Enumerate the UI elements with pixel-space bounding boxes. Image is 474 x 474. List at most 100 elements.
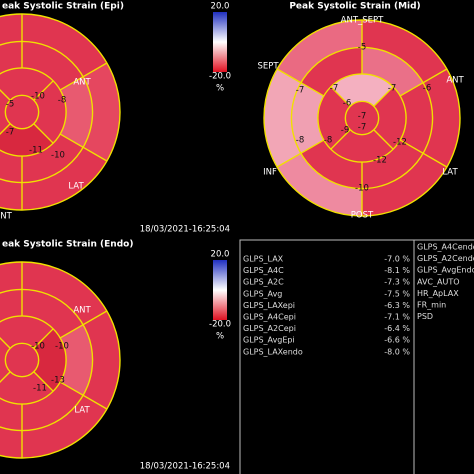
spoke (59, 62, 108, 91)
ring (4, 342, 40, 378)
segment-shade (330, 73, 394, 107)
ring (4, 94, 40, 130)
color-bar (213, 260, 227, 320)
scale-min: -20.0 (209, 72, 231, 82)
timestamp: 18/03/2021-16:25:04 (140, 225, 230, 235)
panel-title: Peak Systolic Strain (Mid) (289, 2, 420, 12)
direction-label: SEPT (257, 62, 279, 72)
spoke (33, 371, 54, 392)
panel-title: eak Systolic Strain (Epi) (2, 2, 124, 12)
strain-value: -12 (373, 156, 387, 166)
segment-shade (33, 328, 67, 392)
strain-value: -8 (296, 136, 304, 146)
metric-value: -7.1 % (384, 313, 410, 322)
spoke (399, 139, 448, 168)
side-item: GLPS_A2Cendo (417, 254, 474, 263)
metric-value: -7.0 % (384, 255, 410, 264)
side-list: GLPS_A4Cendo GLPS_A2Cendo GLPS_AvgEndo AVC_… (417, 243, 474, 322)
scale-max: 20.0 (211, 2, 230, 12)
segment-shade (0, 123, 54, 157)
bullseye-panel: eak Systolic Strain (Endo) ANT LAT -10 -10 -1… (0, 240, 231, 472)
spoke (0, 337, 11, 349)
direction-label: POST (351, 211, 374, 221)
spoke (276, 68, 325, 97)
strain-value: -13 (51, 376, 65, 386)
spoke (330, 86, 351, 107)
direction-label: ANT (446, 76, 464, 86)
metric-value: -6.4 % (384, 324, 410, 333)
spoke (373, 86, 394, 107)
strain-value: -11 (29, 146, 43, 156)
table-frame (239, 239, 474, 474)
metric-value: -8.0 % (384, 347, 410, 356)
segment-shade (277, 153, 362, 216)
scale-unit: % (216, 84, 224, 94)
color-bar (213, 12, 227, 72)
metric-value: -6.6 % (384, 336, 410, 345)
strain-value: -7 (358, 112, 366, 122)
spoke (33, 80, 54, 101)
side-item: GLPS_A4Cendo (417, 243, 474, 252)
spoke (0, 89, 11, 101)
metric-value: -7.5 % (384, 289, 410, 298)
direction-label: INF (263, 168, 277, 178)
strain-value: -7 (358, 123, 366, 133)
side-item: PSD (417, 312, 433, 321)
spoke (59, 133, 108, 162)
metric-value: -8.1 % (384, 266, 410, 275)
spoke (0, 123, 11, 135)
scale-unit: % (216, 332, 224, 342)
direction-label: LAT (442, 168, 458, 178)
direction-label: ANT (73, 306, 91, 316)
side-item: FR_min (417, 301, 446, 310)
ring (344, 100, 380, 136)
strain-value: -6 (343, 99, 351, 109)
strain-value: -11 (33, 384, 47, 394)
bullseye-panel: eak Systolic Strain (Epi) ANT LAT NT -10 -8 -5… (0, 2, 231, 235)
strain-value: -8 (58, 96, 66, 106)
segment-shade (277, 20, 362, 83)
metric-value: -7.3 % (384, 278, 410, 287)
side-item: GLPS_AvgEndo (417, 266, 474, 275)
spoke (330, 129, 351, 150)
metric-value: -6.3 % (384, 301, 410, 310)
direction-label: LAT (74, 406, 90, 416)
spoke (33, 328, 54, 349)
strain-value: -5 (6, 100, 14, 110)
strain-value: -10 (355, 184, 369, 194)
bullseye-panel: Peak Systolic Strain (Mid) ANT_SEPT SEPT AN… (257, 2, 464, 221)
strain-value: -10 (31, 342, 45, 352)
strain-value: -8 (324, 136, 332, 146)
metric-name: GLPS_LAXendo (243, 347, 303, 356)
scale-max: 20.0 (211, 250, 230, 260)
direction-label: NT (0, 212, 12, 222)
panel-title: eak Systolic Strain (Endo) (2, 240, 133, 250)
strain-value: -10 (55, 342, 69, 352)
metric-name: GLPS_Avg (243, 289, 282, 298)
spoke (373, 129, 394, 150)
metric-name: GLPS_A2Cepi (243, 324, 296, 333)
strain-value: -5 (358, 43, 366, 53)
metric-name: GLPS_LAX (243, 255, 284, 264)
scale-min: -20.0 (209, 320, 231, 330)
segment-shade (60, 324, 93, 396)
metric-name: GLPS_A2C (243, 278, 284, 287)
metric-name: GLPS_AvgEpi (243, 336, 295, 345)
strain-value: -7 (6, 128, 14, 138)
strain-value: -7 (296, 86, 304, 96)
direction-label: ANT (73, 78, 91, 88)
segment-shade (264, 69, 301, 167)
spoke (59, 381, 108, 410)
strain-value: -12 (393, 138, 407, 148)
strain-value: -9 (341, 126, 349, 136)
metric-name: GLPS_A4Cepi (243, 313, 296, 322)
timestamp: 18/03/2021-16:25:04 (140, 462, 230, 472)
spoke (33, 123, 54, 144)
segment-shade (83, 63, 120, 161)
side-item: AVC_AUTO (417, 277, 460, 286)
strain-value: -7 (388, 84, 396, 94)
spoke (0, 371, 11, 383)
metric-name: GLPS_A4C (243, 266, 284, 275)
spoke (59, 310, 108, 339)
